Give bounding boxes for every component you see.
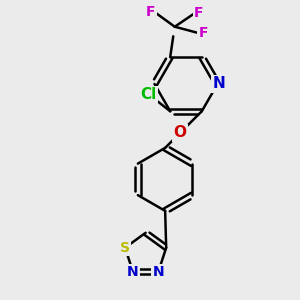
Text: S: S xyxy=(120,241,130,255)
Text: O: O xyxy=(174,125,187,140)
Text: F: F xyxy=(146,5,155,19)
Text: N: N xyxy=(213,76,225,92)
Text: N: N xyxy=(152,265,164,279)
Text: F: F xyxy=(194,6,203,20)
Text: Cl: Cl xyxy=(140,87,157,102)
Text: F: F xyxy=(199,26,208,40)
Text: N: N xyxy=(127,265,139,279)
